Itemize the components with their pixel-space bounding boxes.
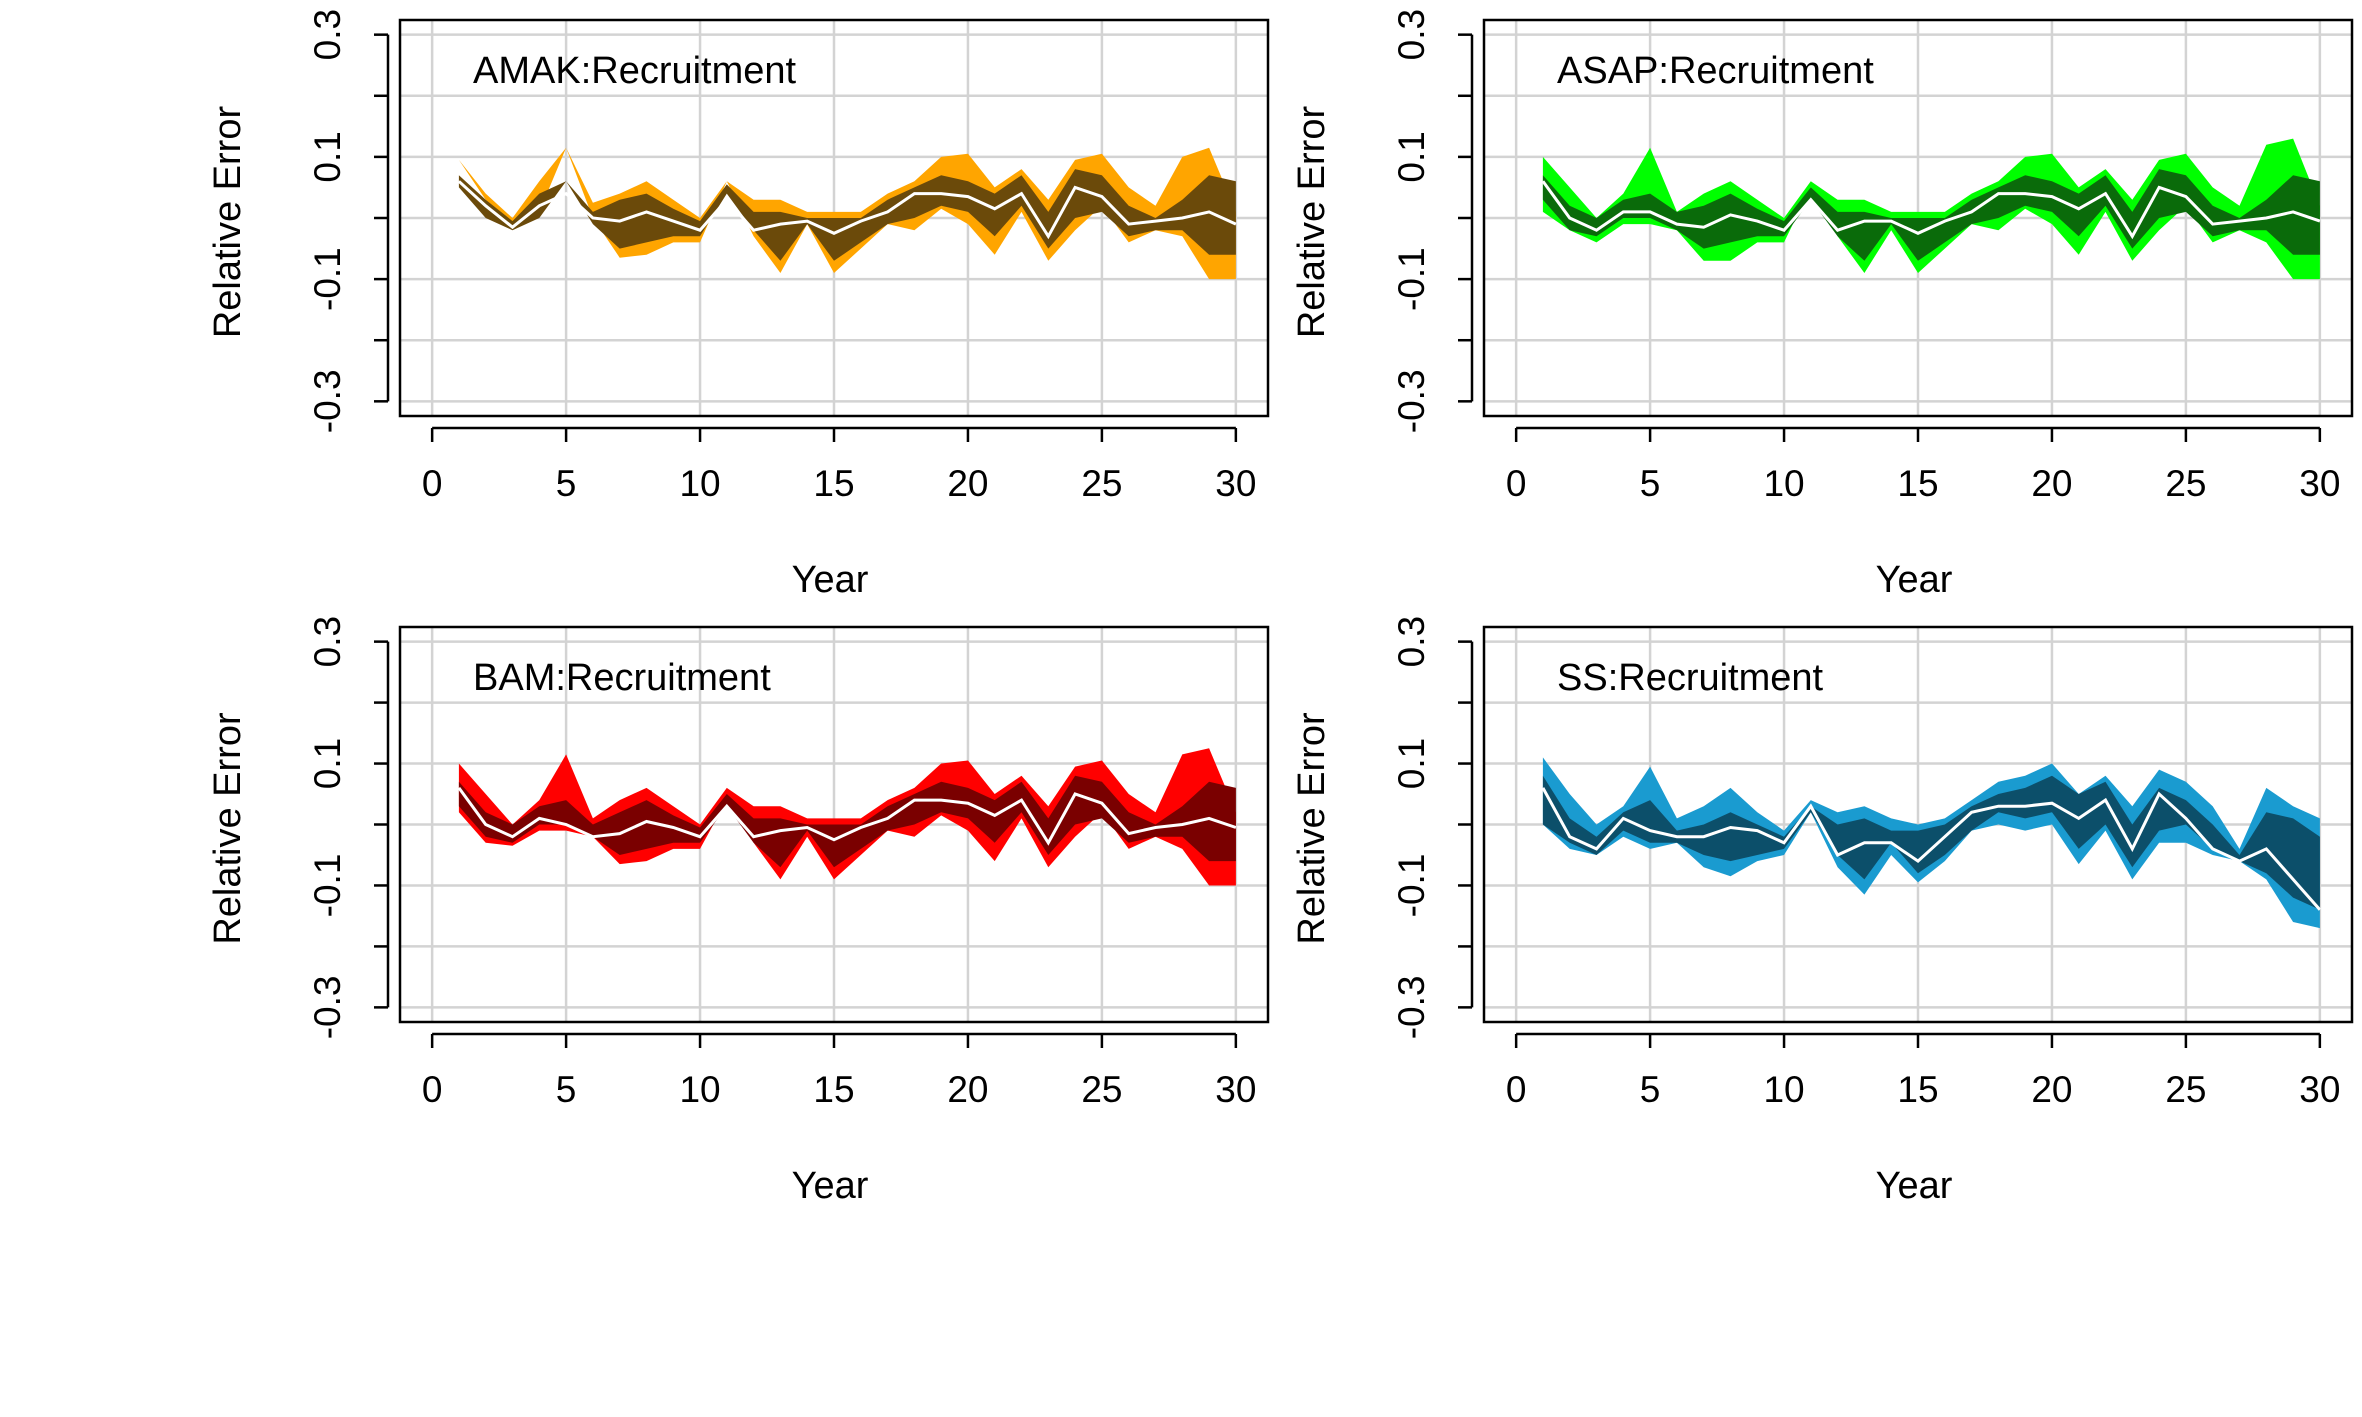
y-tick-label: 0.3 [307,616,348,667]
y-axis-title: Relative Error [207,106,249,339]
x-tick-label: 30 [2299,1069,2340,1110]
x-tick-label: 20 [2031,463,2072,504]
plot-frame [1482,625,2354,1024]
median-line [1541,787,2322,911]
panel-title: BAM:Recruitment [473,657,771,699]
panel-asap: 0 5 10 15 20 25 30 -0.3 -0.1 0.1 0.3 ASAP:Recruitm… [1291,9,2354,601]
outer-band [458,147,1236,280]
x-tick-label: 20 [2031,1069,2072,1110]
x-tick-label: 10 [679,463,720,504]
inner-band [1542,169,2320,261]
x-tick-label: 10 [679,1069,720,1110]
panel-title: SS:Recruitment [1557,657,1824,699]
y-axis-title: Relative Error [207,712,249,945]
x-tick-label: 10 [1763,463,1804,504]
median-line [457,180,1237,240]
x-axis-title: Year [792,1165,869,1207]
x-tick-label: 15 [1897,1069,1938,1110]
y-tick-label: -0.1 [1391,247,1432,311]
plot-frame [398,625,1270,1024]
y-tick-label: 0.1 [307,131,348,182]
plot-layer: 0 5 10 15 20 25 30 -0.3 -0.1 0.1 0.3 [1391,616,2354,1110]
x-tick-label: 25 [2165,1069,2206,1110]
panel-title: ASAP:Recruitment [1557,50,1874,92]
x-tick-label: 10 [1763,1069,1804,1110]
x-tick-label: 5 [556,1069,577,1110]
median-line [1541,180,2321,240]
x-axis-title: Year [1876,1165,1953,1207]
x-axis-title: Year [792,559,869,601]
y-tick-label: 0.3 [307,9,348,60]
y-tick-label: 0.1 [1391,738,1432,789]
outer-band [1542,138,2320,280]
y-tick-label: -0.3 [1391,975,1432,1039]
y-tick-label: 0.1 [1391,131,1432,182]
y-tick-label: -0.3 [307,369,348,433]
panel-amak: 0 5 10 15 20 25 30 -0.3 -0.1 0.1 0.3 AMAK:Recruitm… [207,9,1270,601]
x-tick-label: 5 [1640,463,1661,504]
plot-layer: 0 5 10 15 20 25 30 -0.3 -0.1 0.1 0.3 [1391,9,2354,504]
y-tick-label: -0.1 [1391,854,1432,918]
x-tick-label: 25 [1081,463,1122,504]
x-tick-label: 0 [422,1069,443,1110]
x-axis-title: Year [1876,559,1953,601]
x-tick-label: 0 [1506,463,1527,504]
x-tick-label: 20 [947,1069,988,1110]
y-tick-label: -0.1 [307,854,348,918]
outer-band [458,748,1236,886]
x-tick-label: 0 [422,463,443,504]
x-tick-label: 15 [813,463,854,504]
y-tick-label: -0.1 [307,247,348,311]
inner-band [458,775,1236,868]
y-tick-label: 0.1 [307,738,348,789]
panel-ss: 0 5 10 15 20 25 30 -0.3 -0.1 0.1 0.3 SS:Recruitmen… [1291,616,2354,1207]
x-tick-label: 20 [947,463,988,504]
x-tick-label: 0 [1506,1069,1527,1110]
y-tick-label: 0.3 [1391,616,1432,667]
inner-band [1542,775,2320,910]
plot-frame [398,18,1270,418]
y-tick-label: 0.3 [1391,9,1432,60]
x-tick-label: 15 [1897,463,1938,504]
plot-layer: 0 5 10 15 20 25 30 -0.3 -0.1 0.1 0.3 [307,9,1270,504]
x-tick-label: 30 [2299,463,2340,504]
x-tick-label: 25 [1081,1069,1122,1110]
y-tick-label: -0.3 [1391,369,1432,433]
plot-frame [1482,18,2354,418]
plot-layer: 0 5 10 15 20 25 30 -0.3 -0.1 0.1 0.3 [307,616,1270,1110]
x-tick-label: 5 [1640,1069,1661,1110]
y-axis-title: Relative Error [1291,106,1333,339]
median-line [457,787,1237,846]
y-axis-title: Relative Error [1291,712,1333,945]
panel-title: AMAK:Recruitment [473,50,797,92]
x-tick-label: 30 [1215,463,1256,504]
panel-bam: 0 5 10 15 20 25 30 -0.3 -0.1 0.1 0.3 BAM:Recruitme… [207,616,1270,1207]
x-tick-label: 5 [556,463,577,504]
x-tick-label: 30 [1215,1069,1256,1110]
inner-band [458,169,1236,261]
x-tick-label: 25 [2165,463,2206,504]
y-tick-label: -0.3 [307,975,348,1039]
x-tick-label: 15 [813,1069,854,1110]
